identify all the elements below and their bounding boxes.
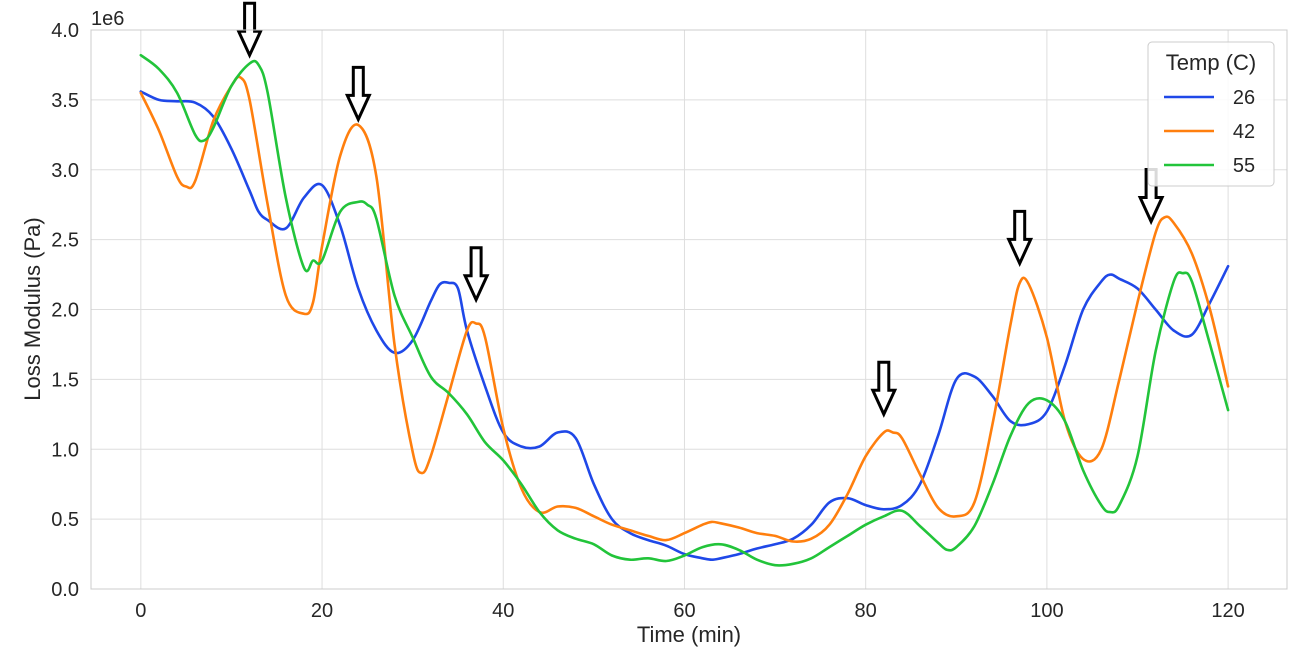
y-tick-label: 2.5: [51, 230, 79, 252]
y-tick-label: 0.5: [51, 509, 79, 531]
legend-title: Temp (C): [1166, 50, 1256, 75]
x-tick-label: 120: [1211, 600, 1244, 622]
series-lines: [139, 53, 1230, 567]
annotation-arrows: [236, 1, 1165, 418]
y-tick-label: 2.0: [51, 300, 79, 322]
y-axis-ticks: 0.0 0.5 1.0 1.5 2.0 2.5 3.0 3.5 4.0: [51, 20, 79, 601]
down-arrow-5: [1006, 209, 1034, 268]
y-tick-label: 1.5: [51, 369, 79, 391]
legend-label-26: 26: [1233, 87, 1255, 109]
legend-box: [1147, 41, 1275, 187]
x-axis-ticks: 0 20 40 60 80 100 120: [135, 600, 1245, 622]
x-tick-label: 20: [311, 600, 333, 622]
down-arrow-2: [344, 65, 372, 124]
y-tick-label: 3.5: [51, 90, 79, 112]
y-scale-label: 1e6: [91, 8, 124, 30]
legend-label-55: 55: [1233, 155, 1255, 177]
down-arrow-3: [462, 246, 490, 304]
series-line-26: [139, 90, 1230, 561]
legend: Temp (C) 26 42 55: [1147, 41, 1275, 187]
plot-frame: [90, 29, 1288, 590]
y-tick-label: 4.0: [51, 20, 79, 42]
x-tick-label: 60: [673, 600, 695, 622]
y-tick-label: 1.0: [51, 439, 79, 461]
y-axis-label: Loss Modulus (Pa): [20, 217, 45, 400]
x-tick-label: 80: [855, 600, 877, 622]
down-arrow-4: [870, 360, 898, 418]
x-tick-label: 40: [492, 600, 514, 622]
y-tick-label: 3.0: [51, 160, 79, 182]
x-tick-label: 0: [135, 600, 146, 622]
x-axis-label: Time (min): [637, 622, 741, 647]
series-line-42: [139, 75, 1230, 543]
y-tick-label: 0.0: [51, 579, 79, 601]
legend-entries: 26 42 55: [1164, 87, 1255, 177]
legend-label-42: 42: [1233, 121, 1255, 143]
x-tick-label: 100: [1030, 600, 1063, 622]
series-line-55: [139, 53, 1230, 567]
down-arrow-1: [236, 1, 263, 59]
